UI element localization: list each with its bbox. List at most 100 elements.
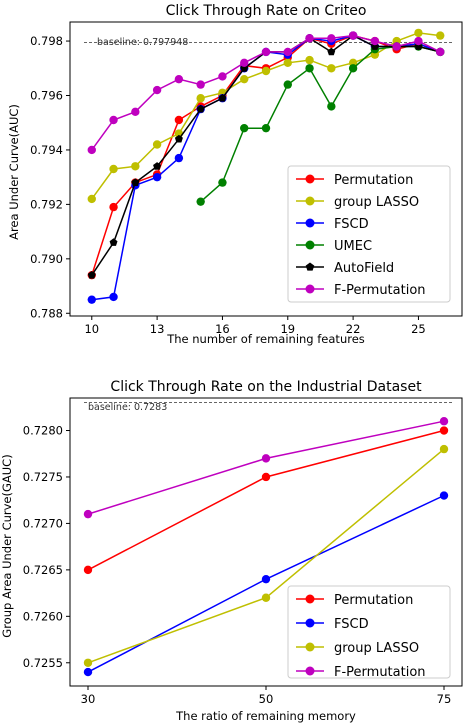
data-point [261,47,271,57]
data-point [196,94,205,103]
legend-label: group LASSO [334,195,419,210]
x-tick-label: 75 [437,692,452,706]
series-line [87,420,445,515]
data-point [305,618,315,628]
data-point [131,107,140,117]
legend-box [287,585,451,679]
legend-label: AutoField [334,261,394,276]
data-point [83,509,93,519]
x-tick-label: 25 [411,322,426,336]
x-tick-label: 22 [346,322,361,336]
y-tick-label: 0.798 [30,34,63,48]
data-point [261,593,271,602]
data-point [152,172,162,182]
data-point [305,284,315,294]
data-point [305,642,315,652]
y-tick-label: 0.796 [30,89,63,103]
data-point [305,174,315,184]
data-point [83,667,93,677]
data-point [261,454,271,463]
y-tick-label: 0.792 [30,197,63,211]
data-point [131,162,140,171]
data-point [109,238,118,246]
x-axis-label: The number of remaining features [166,332,365,346]
x-tick-label: 13 [150,322,165,336]
data-point [87,295,96,304]
data-point [174,74,184,84]
data-point [305,64,314,73]
y-tick-label: 0.7280 [23,424,63,438]
series-f-permutation [87,31,445,155]
data-point [305,55,314,65]
data-point [87,194,96,204]
data-point [153,162,162,170]
data-point [392,42,401,51]
x-tick-label: 30 [81,692,96,706]
y-tick-label: 0.7265 [23,563,63,577]
y-tick-label: 0.788 [30,306,63,320]
y-tick-label: 0.7260 [23,609,63,623]
data-point [87,145,96,155]
x-tick-label: 10 [84,322,99,336]
legend-label: FSCD [334,617,369,632]
data-point [131,178,140,186]
data-point [196,197,205,206]
series-line [87,429,445,571]
data-point [83,565,93,575]
series-group-lasso [87,28,445,204]
data-point [83,658,93,667]
data-point [283,47,292,57]
y-tick-label: 0.790 [30,252,63,266]
x-tick-label: 19 [280,322,295,336]
baseline-label: baseline: 0.797948 [97,37,188,48]
series-permutation [83,426,449,575]
series-f-permutation [83,417,449,519]
legend-label: Permutation [334,593,413,608]
baseline-label: baseline: 0.7283 [88,402,167,413]
chart-title: Click Through Rate on Criteo [166,3,367,19]
data-point [327,47,336,56]
data-point [261,574,271,584]
data-point [348,64,358,73]
data-point [261,123,271,133]
data-point [261,472,271,482]
data-point [218,72,227,81]
data-point [152,85,162,95]
data-point [305,34,314,43]
legend-label: F-Permutation [334,665,426,680]
data-point [218,94,227,102]
data-point [109,292,118,302]
data-point [327,64,336,73]
legend-label: FSCD [334,217,369,232]
data-point [109,202,118,212]
legend-label: UMEC [334,239,372,254]
data-point [174,134,183,143]
x-axis-label: The ratio of remaining memory [175,709,356,723]
data-point [283,58,292,68]
y-axis-label: Group Area Under Curve(GAUC) [0,454,14,637]
chart-title: Click Through Rate on the Industrial Dat… [110,379,422,395]
data-point [196,80,205,89]
axes-frame [69,21,463,317]
data-point [283,80,292,89]
data-point [240,58,249,68]
data-point [327,102,336,111]
data-point [305,196,315,206]
data-point [87,271,96,279]
legend-label: group LASSO [334,641,419,656]
legend: Permutation group LASSO FSCD UMEC AutoField F… [287,165,451,303]
data-point [327,34,336,43]
legend-label: Permutation [334,173,413,188]
data-point [240,123,249,133]
series-group-lasso [83,444,449,667]
x-tick-label: 16 [215,322,230,336]
data-point [109,115,118,125]
y-axis-label: Area Under Curve(AUC) [7,104,21,240]
plot-area: 0.788 0.790 0.792 0.794 0.796 0.798 10 13 16 19 22… [30,21,463,336]
data-point [240,74,249,84]
data-point [436,31,445,40]
data-point [439,417,449,426]
data-point [414,28,423,38]
legend-box [287,165,451,303]
data-point [218,178,227,187]
